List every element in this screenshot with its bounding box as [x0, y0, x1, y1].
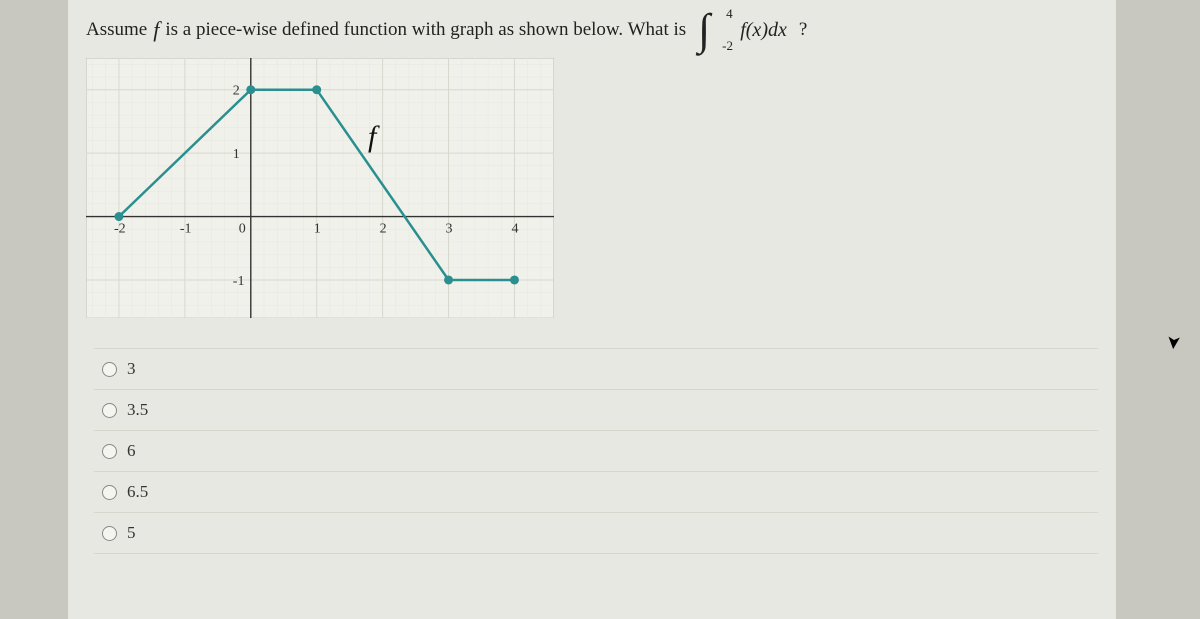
integrand: f(x)dx	[740, 19, 787, 42]
svg-text:-2: -2	[114, 222, 126, 237]
integral-upper: 4	[726, 6, 733, 22]
radio-icon[interactable]	[102, 485, 117, 500]
integral-expression: ∫ 4 -2 f(x)dx	[698, 8, 787, 52]
integral-lower: -2	[722, 38, 733, 54]
question-text: Assume f is a piece-wise defined functio…	[86, 8, 1098, 52]
option-row[interactable]: 5	[94, 512, 1098, 554]
radio-icon[interactable]	[102, 444, 117, 459]
svg-text:3: 3	[446, 222, 453, 237]
radio-icon[interactable]	[102, 362, 117, 377]
svg-text:4: 4	[511, 222, 518, 237]
svg-text:2: 2	[233, 84, 240, 99]
svg-text:-1: -1	[233, 274, 245, 289]
chart-svg: -2 -1 0 1 2 3 4 -1 1 2	[86, 58, 554, 318]
option-label: 3	[127, 359, 136, 379]
svg-text:0: 0	[239, 222, 246, 237]
option-row[interactable]: 6	[94, 430, 1098, 471]
svg-text:1: 1	[314, 222, 321, 237]
option-row[interactable]: 3	[94, 348, 1098, 389]
radio-icon[interactable]	[102, 526, 117, 541]
option-row[interactable]: 3.5	[94, 389, 1098, 430]
function-variable: f	[153, 17, 159, 43]
radio-icon[interactable]	[102, 403, 117, 418]
svg-text:1: 1	[233, 147, 240, 162]
integral-sign: ∫	[698, 8, 710, 52]
svg-text:2: 2	[380, 222, 387, 237]
function-label: f	[368, 120, 376, 154]
question-prefix: Assume	[86, 19, 147, 41]
option-label: 6.5	[127, 482, 148, 502]
cursor-icon: ➤	[1162, 334, 1184, 351]
svg-text:-1: -1	[180, 222, 192, 237]
page-container: Assume f is a piece-wise defined functio…	[68, 0, 1116, 619]
option-label: 3.5	[127, 400, 148, 420]
option-label: 5	[127, 523, 136, 543]
option-row[interactable]: 6.5	[94, 471, 1098, 512]
answer-options: 3 3.5 6 6.5 5	[94, 348, 1098, 554]
question-middle: is a piece-wise defined function with gr…	[165, 19, 686, 41]
option-label: 6	[127, 441, 136, 461]
question-mark: ?	[799, 19, 807, 41]
chart: -2 -1 0 1 2 3 4 -1 1 2 f	[86, 58, 1098, 318]
